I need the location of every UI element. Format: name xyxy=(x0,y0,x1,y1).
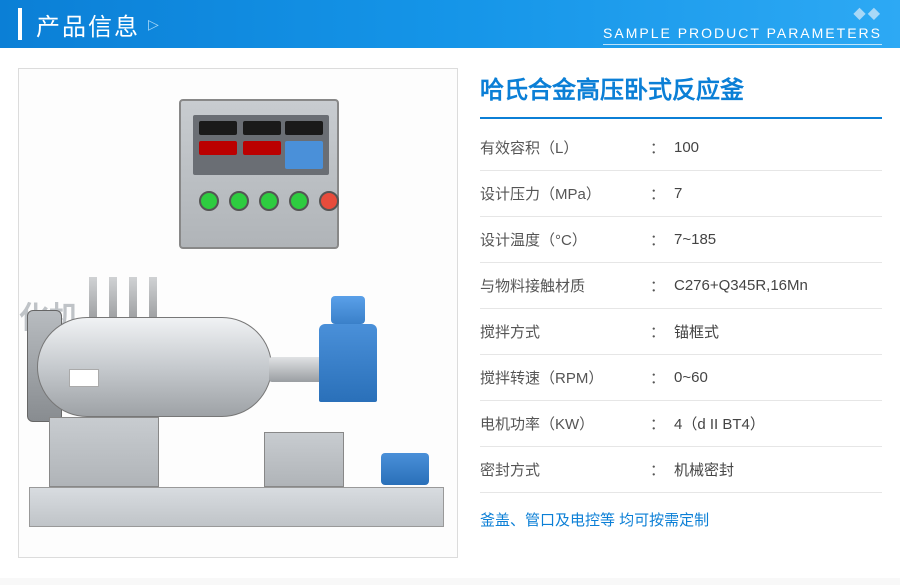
spec-table: 有效容积（L） ： 100 设计压力（MPa） ： 7 设计温度（°C） ： 7… xyxy=(480,125,882,493)
control-buttons xyxy=(199,191,339,211)
green-button-icon xyxy=(259,191,279,211)
green-button-icon xyxy=(229,191,249,211)
display-readout xyxy=(243,121,281,135)
spec-value: 机械密封 xyxy=(674,459,882,480)
support-pedestal xyxy=(49,417,159,487)
spec-row: 设计温度（°C） ： 7~185 xyxy=(480,217,882,263)
spec-value: 锚框式 xyxy=(674,321,882,342)
aux-motor xyxy=(381,453,429,485)
header-right: ◆◆ SAMPLE PRODUCT PARAMETERS xyxy=(603,3,882,45)
spec-colon: ： xyxy=(650,413,674,434)
spec-value: C276+Q345R,16Mn xyxy=(674,277,882,294)
support-pedestal xyxy=(264,432,344,487)
customization-note: 釜盖、管口及电控等 均可按需定制 xyxy=(480,509,882,530)
valve-icon xyxy=(89,277,97,317)
green-button-icon xyxy=(289,191,309,211)
valve-icon xyxy=(149,277,157,317)
header-subtitle: SAMPLE PRODUCT PARAMETERS xyxy=(603,25,882,45)
spec-value: 4（d II BT4） xyxy=(674,413,882,434)
info-panel: 哈氏合金高压卧式反应釜 有效容积（L） ： 100 设计压力（MPa） ： 7 … xyxy=(480,68,882,558)
spec-row: 搅拌转速（RPM） ： 0~60 xyxy=(480,355,882,401)
green-button-icon xyxy=(199,191,219,211)
valve-cluster xyxy=(89,277,157,317)
display-readout xyxy=(199,141,237,155)
header-accent-bar xyxy=(18,8,22,40)
spec-label: 搅拌转速（RPM） xyxy=(480,367,650,388)
spec-colon: ： xyxy=(650,459,674,480)
spec-label: 设计压力（MPa） xyxy=(480,183,650,204)
spec-row: 搅拌方式 ： 锚框式 xyxy=(480,309,882,355)
spec-row: 电机功率（KW） ： 4（d II BT4） xyxy=(480,401,882,447)
spec-label: 有效容积（L） xyxy=(480,137,650,158)
chevron-right-icon: ▷ xyxy=(148,16,159,33)
spec-label: 电机功率（KW） xyxy=(480,413,650,434)
product-image-panel: 化机 xyxy=(18,68,458,558)
spec-value: 7 xyxy=(674,185,882,202)
spec-colon: ： xyxy=(650,275,674,296)
content-area: 化机 哈氏合金高压卧式反应釜 有效容积（L） ： 100 设计压力（MPa） ：… xyxy=(0,48,900,578)
spec-colon: ： xyxy=(650,321,674,342)
spec-colon: ： xyxy=(650,183,674,204)
vessel-label xyxy=(69,369,99,387)
display-readout xyxy=(285,141,323,169)
spec-value: 100 xyxy=(674,139,882,156)
spec-row: 与物料接触材质 ： C276+Q345R,16Mn xyxy=(480,263,882,309)
valve-icon xyxy=(129,277,137,317)
spec-label: 设计温度（°C） xyxy=(480,229,650,250)
spec-row: 密封方式 ： 机械密封 xyxy=(480,447,882,493)
display-readout xyxy=(199,121,237,135)
main-motor xyxy=(319,324,377,402)
header-left: 产品信息 ▷ xyxy=(18,0,159,48)
reactor-vessel xyxy=(37,317,272,417)
drive-shaft xyxy=(269,357,324,382)
base-skid xyxy=(29,487,444,527)
spec-row: 设计压力（MPa） ： 7 xyxy=(480,171,882,217)
spec-colon: ： xyxy=(650,367,674,388)
spec-row: 有效容积（L） ： 100 xyxy=(480,125,882,171)
spec-label: 与物料接触材质 xyxy=(480,275,650,296)
motor-cap xyxy=(331,296,365,324)
page-header: 产品信息 ▷ ◆◆ SAMPLE PRODUCT PARAMETERS xyxy=(0,0,900,48)
spec-colon: ： xyxy=(650,229,674,250)
diamond-icon: ◆◆ xyxy=(853,3,882,23)
product-title: 哈氏合金高压卧式反应釜 xyxy=(480,70,882,119)
display-readout xyxy=(285,121,323,135)
red-button-icon xyxy=(319,191,339,211)
spec-colon: ： xyxy=(650,137,674,158)
header-title: 产品信息 xyxy=(36,7,140,42)
valve-icon xyxy=(109,277,117,317)
display-readout xyxy=(243,141,281,155)
control-panel xyxy=(193,115,329,175)
spec-value: 0~60 xyxy=(674,369,882,386)
spec-label: 搅拌方式 xyxy=(480,321,650,342)
control-cabinet xyxy=(179,99,339,249)
spec-label: 密封方式 xyxy=(480,459,650,480)
spec-value: 7~185 xyxy=(674,231,882,248)
